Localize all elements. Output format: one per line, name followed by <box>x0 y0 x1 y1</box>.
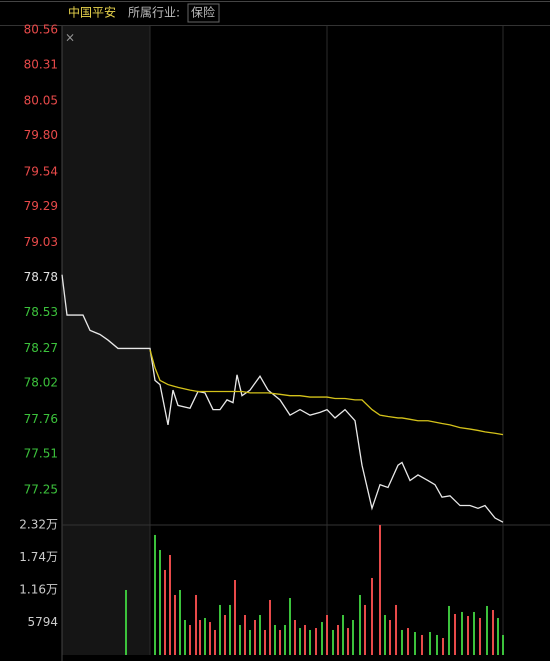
volume-bar <box>304 624 306 655</box>
volume-bar <box>284 624 286 655</box>
y-tick-label: 5794 <box>27 615 58 629</box>
y-tick-label: 80.05 <box>24 93 58 107</box>
price-line <box>61 274 504 523</box>
volume-bar <box>467 616 469 655</box>
y-tick-label: 78.53 <box>24 305 58 319</box>
volume-bar <box>199 619 201 655</box>
volume-bar <box>429 632 431 655</box>
volume-bar <box>442 638 444 655</box>
volume-bar <box>497 617 499 655</box>
volume-bar <box>364 604 366 655</box>
volume-bar <box>395 604 397 655</box>
volume-bar <box>326 615 328 655</box>
volume-bar <box>209 622 211 655</box>
volume-bar <box>249 629 251 655</box>
plot: 80.56 80.31 80.05 79.80 79.54 79.29 79.03 78.78… <box>19 23 550 661</box>
volume-bar <box>154 534 156 655</box>
volume-bar <box>384 615 386 655</box>
y-tick-label: 79.54 <box>24 164 58 178</box>
volume-bar <box>492 610 494 655</box>
volume-bar <box>204 617 206 655</box>
volume-bar <box>224 615 226 655</box>
volume-bar <box>389 619 391 655</box>
volume-bar <box>125 589 127 655</box>
volume-bar <box>174 594 176 655</box>
industry[interactable]: 保险 <box>191 5 215 20</box>
close-icon[interactable]: × <box>65 31 75 45</box>
average-line <box>149 349 504 436</box>
y-tick-label: 1.74万 <box>19 550 58 564</box>
volume-bar <box>239 624 241 655</box>
volume-bar <box>448 605 450 655</box>
volume-bar <box>359 594 361 655</box>
y-tick-label: 79.03 <box>24 235 58 249</box>
volume-bar <box>159 549 161 655</box>
y-tick-label: 80.31 <box>24 57 58 71</box>
volume-bar <box>347 628 349 655</box>
volume-bar <box>337 624 339 655</box>
volume-bar <box>195 594 197 655</box>
stock-name: 中国平安 <box>68 5 116 20</box>
y-tick-label: 79.29 <box>24 199 58 213</box>
volume-bar <box>502 634 504 655</box>
volume-bar <box>436 634 438 655</box>
volume-bar <box>371 577 373 655</box>
volume-bar <box>309 629 311 655</box>
volume-bar <box>269 599 271 655</box>
volume-bar <box>299 628 301 655</box>
volume-bar <box>332 629 334 655</box>
volume-bar <box>414 632 416 655</box>
volume-bar <box>294 619 296 655</box>
volume-bar <box>461 611 463 655</box>
y-tick-label: 77.25 <box>24 483 58 497</box>
volume-bar <box>229 604 231 655</box>
volume-bar <box>342 615 344 655</box>
volume-bar <box>352 619 354 655</box>
volume-bar <box>401 629 403 655</box>
auction-zone <box>62 26 150 655</box>
volume-bar <box>244 615 246 655</box>
volume-bar <box>473 611 475 655</box>
y-tick-label: 77.76 <box>24 412 58 426</box>
industry-box[interactable] <box>187 3 220 23</box>
volume-bar <box>279 629 281 655</box>
volume-bar <box>234 580 236 655</box>
y-tick-label: 1.16万 <box>19 583 58 597</box>
industry-label: 所属行业: <box>128 6 180 20</box>
y-tick-label: 78.02 <box>24 376 58 390</box>
y-tick-label: 77.51 <box>24 447 58 461</box>
volume-bar <box>315 628 317 655</box>
volume-bar <box>169 554 171 655</box>
volume-bar <box>379 525 381 655</box>
volume-bar <box>189 624 191 655</box>
y-tick-label: 78.27 <box>24 341 58 355</box>
volume-bar <box>289 598 291 655</box>
volume-bar <box>254 619 256 655</box>
volume-bar <box>214 629 216 655</box>
volume-bar <box>407 628 409 655</box>
volume-bar <box>259 615 261 655</box>
volume-bar <box>321 622 323 655</box>
volume-bar <box>274 624 276 655</box>
volume-bar <box>179 589 181 655</box>
volume-bar <box>421 634 423 655</box>
volume-bar <box>479 617 481 655</box>
volume-bar <box>264 629 266 655</box>
y-tick-label: 80.56 <box>24 23 58 37</box>
volume-bar <box>486 605 488 655</box>
y-tick-label: 2.32万 <box>19 518 58 532</box>
volume-bar <box>164 569 166 655</box>
y-tick-label: 79.80 <box>24 128 58 142</box>
volume-bar <box>219 604 221 655</box>
volume-bar <box>184 619 186 655</box>
volume-bar <box>454 613 456 655</box>
y-tick-label: 78.78 <box>24 270 58 284</box>
